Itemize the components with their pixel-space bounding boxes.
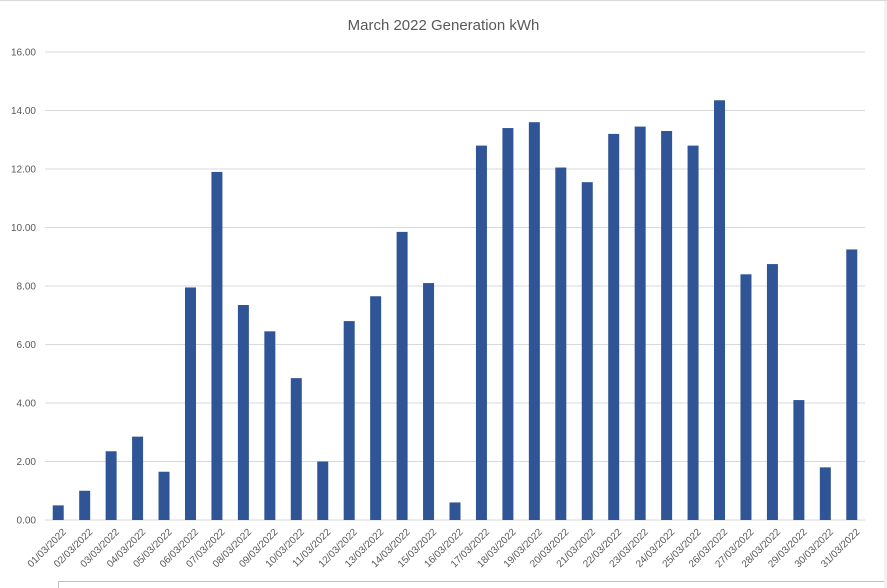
right-edge (884, 1, 887, 588)
bar (475, 145, 487, 520)
bar (237, 305, 249, 520)
bar (370, 296, 382, 520)
bottom-strip (58, 581, 887, 588)
bar (634, 126, 646, 521)
y-tick-label: 14.00 (11, 106, 36, 117)
bar (793, 400, 805, 520)
bar (449, 502, 461, 520)
bar (184, 287, 196, 520)
bar (687, 145, 699, 520)
bar (158, 471, 170, 520)
y-tick-label: 16.00 (11, 48, 36, 59)
chart-title: March 2022 Generation kWh (347, 17, 540, 34)
bar (264, 331, 276, 520)
bar (396, 231, 408, 520)
bar (211, 171, 223, 521)
y-tick-label: 8.00 (17, 282, 37, 293)
y-tick-label: 4.00 (17, 399, 37, 410)
bar (317, 461, 329, 520)
bar (132, 436, 144, 520)
y-tick-label: 2.00 (17, 457, 37, 468)
bar (555, 167, 567, 520)
y-tick-label: 6.00 (17, 340, 37, 351)
bar (714, 100, 726, 520)
bar (105, 451, 117, 520)
bar (528, 122, 540, 520)
bar (661, 130, 673, 520)
bar (423, 283, 435, 520)
bar (608, 133, 620, 520)
bar (79, 490, 91, 520)
bar (819, 467, 831, 520)
bar (581, 182, 593, 520)
bar (740, 274, 752, 520)
bar (502, 128, 514, 521)
bar (343, 321, 355, 520)
y-tick-label: 10.00 (11, 223, 36, 234)
bar (52, 505, 64, 520)
bar (846, 249, 858, 520)
bar (766, 264, 778, 520)
y-tick-label: 12.00 (11, 165, 36, 176)
bar (290, 378, 302, 520)
y-tick-label: 0.00 (17, 516, 37, 527)
